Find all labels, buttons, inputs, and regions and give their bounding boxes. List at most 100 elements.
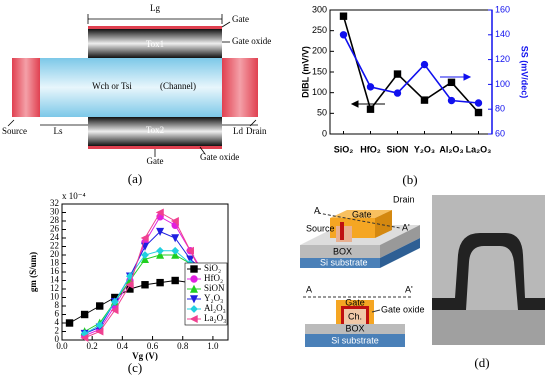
marker	[80, 333, 89, 342]
drain-label: Drain	[246, 126, 267, 136]
tox1-label: Tox1	[146, 39, 164, 49]
legend-label: SiO₂	[204, 263, 221, 273]
box-label: BOX	[345, 323, 364, 333]
marker	[110, 297, 119, 306]
x-tick-label: La₂O₃	[466, 144, 492, 154]
marker	[186, 255, 195, 264]
marker	[366, 83, 375, 91]
y2-tick-label: 120	[495, 54, 510, 64]
x-tick-label: HfO₂	[360, 144, 381, 154]
marker	[447, 78, 456, 87]
gate-label: Gate	[147, 156, 164, 166]
y-tick-label: 22	[50, 241, 59, 251]
marker	[141, 281, 149, 289]
x-tick-label: SiO₂	[334, 144, 354, 154]
marker	[156, 227, 165, 236]
marker	[171, 234, 180, 243]
marker	[155, 208, 164, 217]
section-label: A	[306, 284, 312, 294]
source-label: Source	[306, 223, 335, 233]
marker	[140, 242, 150, 251]
x-axis-label: Vg (V)	[132, 351, 158, 361]
marker	[339, 12, 348, 20]
marker	[366, 105, 375, 113]
marker	[189, 314, 198, 324]
x-tick-label: Al₂O₃	[439, 144, 463, 154]
x-tick-label: 0.4	[117, 341, 129, 351]
marker	[393, 70, 402, 78]
drain-block	[222, 58, 258, 117]
y-tick-label: 0	[55, 334, 60, 344]
y-tick-label: 0	[322, 128, 327, 138]
y-axis-label: DIBL (mV/V)	[300, 46, 310, 98]
gate-label: Gate	[232, 14, 249, 24]
y-tick-label: 20	[50, 249, 60, 259]
x-tick-label: SiON	[386, 144, 408, 154]
panel-label: (c)	[128, 360, 142, 375]
channel-label: (Channel)	[160, 81, 196, 91]
legend-label: La₂O₃	[204, 313, 226, 323]
marker	[95, 321, 104, 330]
gate-oxide-label: Gate oxide	[200, 152, 239, 162]
y-tick-label: 200	[312, 46, 327, 56]
channel-label: Ch.	[348, 311, 362, 321]
ls-label: Ls	[54, 126, 63, 136]
y-tick-label: 250	[312, 25, 327, 35]
y2-tick-label: 80	[495, 104, 505, 114]
section-label: A	[314, 205, 320, 215]
gate-label: Gate	[345, 297, 365, 307]
y2-tick-label: 60	[495, 128, 505, 138]
marker	[185, 246, 194, 255]
panel-label: (d)	[474, 355, 489, 370]
marker	[140, 233, 149, 243]
gate-oxide-label: Gate oxide	[381, 304, 425, 314]
y-multiplier: x 10⁻⁴	[62, 191, 86, 201]
marker	[474, 99, 483, 107]
y-tick-label: 12	[50, 283, 59, 293]
tem-gate	[432, 233, 545, 310]
marker	[170, 216, 179, 226]
axis-arrows	[350, 73, 472, 108]
legend-box	[184, 262, 228, 326]
marker	[190, 275, 198, 283]
y-tick-label: 2	[55, 326, 60, 336]
plot-frame	[329, 9, 493, 135]
x-tick-label: 0.8	[177, 341, 189, 351]
legend-label: Al₂O₃	[204, 303, 226, 313]
y2-tick-label: 160	[495, 4, 510, 14]
marker	[95, 327, 104, 336]
marker	[339, 31, 348, 39]
panel-label: (a)	[128, 171, 142, 186]
x-tick-label: Y₂O₃	[414, 144, 435, 154]
marker	[171, 246, 180, 255]
diagram-d: A A' Gate Drain Source BOX Si substrate …	[300, 194, 545, 347]
substrate-label: Si substrate	[331, 335, 379, 345]
marker	[420, 60, 429, 69]
section-label: A'	[405, 284, 413, 294]
x-tick-label: 0.6	[147, 341, 159, 351]
series-line	[342, 34, 479, 104]
diagram-a: Lg Gate Gate oxide Tox1 Wch or Tsi (Chan…	[2, 3, 271, 186]
gate-label: Gate	[352, 209, 372, 219]
marker	[65, 319, 74, 327]
top-oxide	[88, 29, 222, 58]
series-line	[69, 279, 206, 324]
marker	[110, 306, 119, 315]
marker	[156, 250, 165, 259]
tox2-label: Tox2	[146, 125, 164, 135]
marker	[96, 302, 104, 310]
y-tick-label: 50	[317, 108, 327, 118]
marker	[156, 278, 164, 287]
y-axis-label: gm (S/um)	[28, 252, 38, 292]
marker	[171, 276, 179, 285]
y2-tick-label: 100	[495, 79, 510, 89]
y-tick-label: 8	[55, 300, 60, 310]
marker	[156, 246, 164, 255]
y-tick-label: 18	[50, 258, 60, 268]
channel	[40, 58, 222, 117]
marker	[474, 108, 483, 117]
legend-label: SiON	[204, 283, 225, 293]
marker	[126, 272, 134, 281]
